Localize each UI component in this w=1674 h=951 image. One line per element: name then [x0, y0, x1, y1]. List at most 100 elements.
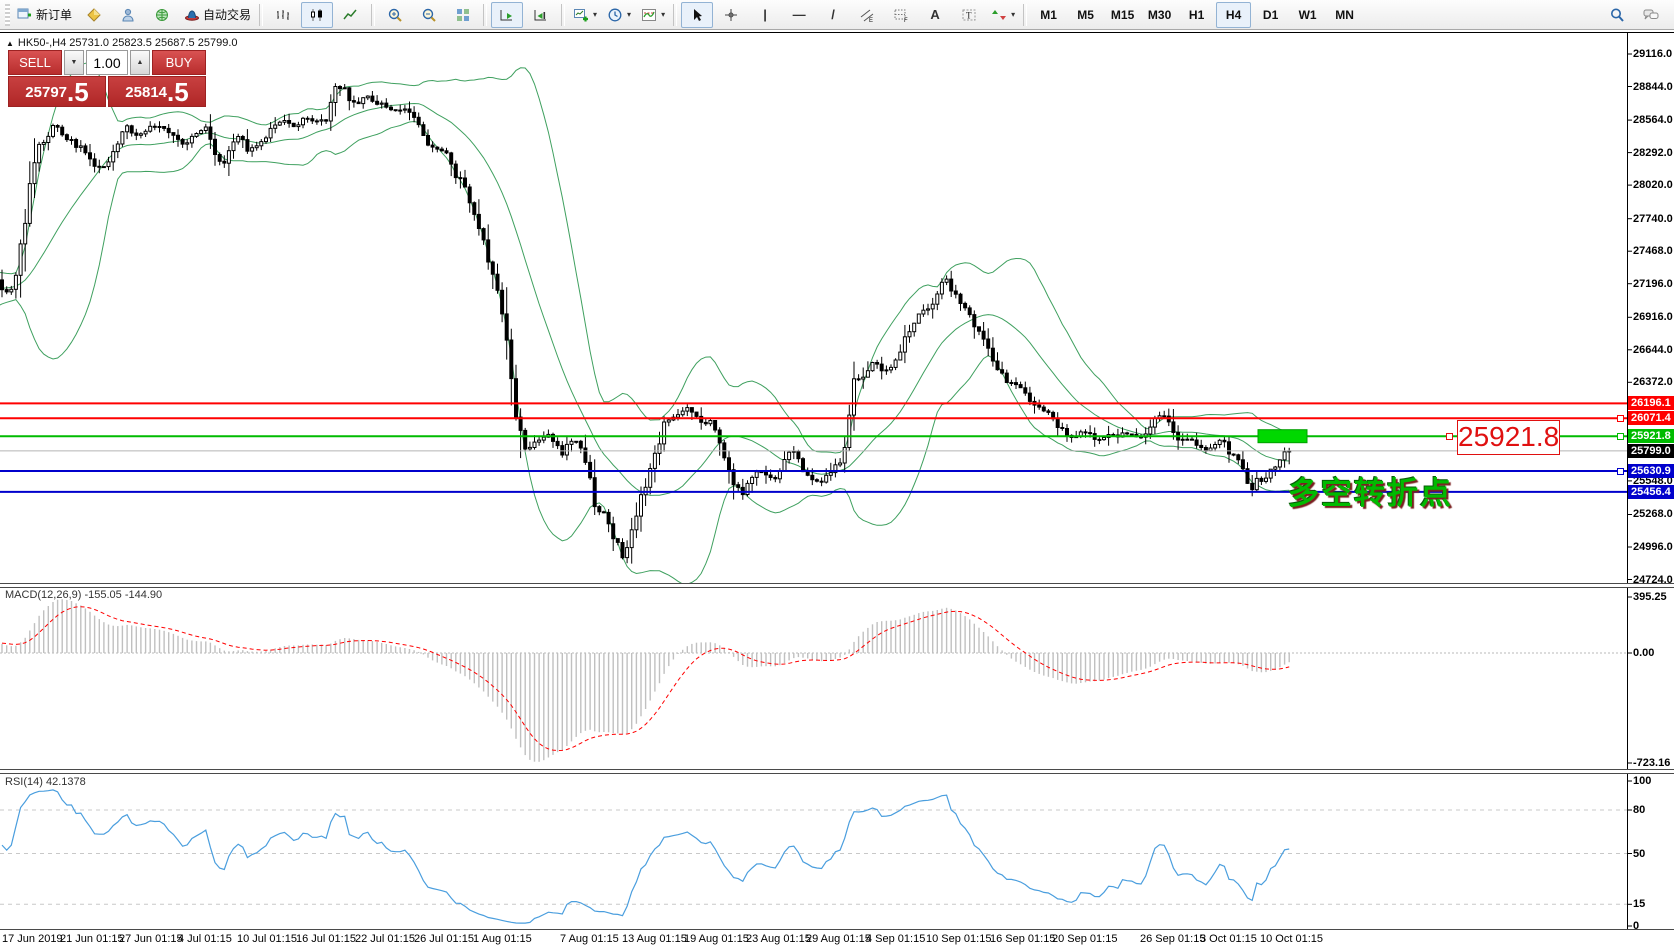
price-axis-label: 26916.0 — [1633, 311, 1673, 323]
text-button[interactable]: A — [919, 2, 951, 28]
timeframe-h1[interactable]: H1 — [1188, 7, 1205, 22]
timeframe-m5[interactable]: M5 — [1077, 7, 1094, 22]
crosshair-button[interactable] — [715, 2, 747, 28]
collapse-panel-icon[interactable]: ▲ — [6, 39, 14, 48]
line-handle[interactable] — [1617, 433, 1624, 440]
time-axis-label: 7 Aug 01:15 — [560, 933, 619, 945]
bar-chart-icon — [275, 7, 291, 23]
zoom-in-button[interactable] — [379, 2, 411, 28]
line-chart-icon — [343, 7, 359, 23]
price-level-badge: 25630.9 — [1628, 464, 1674, 478]
price-axis-label: 26644.0 — [1633, 344, 1673, 356]
sell-button[interactable]: SELL — [8, 50, 62, 75]
price-axis-label: 29116.0 — [1633, 48, 1673, 60]
toolbar-separator — [259, 3, 264, 26]
auto-scroll-button[interactable] — [491, 1, 524, 28]
time-axis-label: 1 Aug 01:15 — [473, 933, 532, 945]
one-click-trading-panel: SELL ▼ 1.00 ▲ BUY 25797 .5 25814 .5 — [8, 50, 206, 107]
time-axis-label: 16 Jul 01:15 — [296, 933, 356, 945]
price-axis-label: 26372.0 — [1633, 376, 1673, 388]
buy-price[interactable]: 25814 .5 — [108, 76, 206, 107]
candlestick-chart-button[interactable] — [301, 1, 334, 28]
price-level-badge: 25456.4 — [1628, 485, 1674, 499]
timeframe-mn[interactable]: MN — [1335, 7, 1354, 22]
new-chart-icon — [573, 7, 589, 23]
rsi-value: 42.1378 — [45, 776, 86, 788]
new-chart-button[interactable]: ▾ — [569, 2, 601, 28]
bar-chart-button[interactable] — [267, 2, 299, 28]
rsi-label: RSI(14) — [5, 776, 43, 788]
shapes-button[interactable]: ▾ — [987, 2, 1019, 28]
zoom-out-button[interactable] — [413, 2, 445, 28]
signals-button[interactable] — [146, 2, 178, 28]
volume-decrease-button[interactable]: ▼ — [64, 50, 84, 75]
line-handle[interactable] — [1617, 415, 1624, 422]
time-axis-label: 13 Aug 01:15 — [622, 933, 687, 945]
chat-button[interactable] — [1635, 2, 1667, 28]
timeframe-h4[interactable]: H4 — [1216, 1, 1252, 28]
auto-trading-button[interactable]: 自动交易 — [180, 2, 255, 28]
toolbar-grip[interactable] — [5, 3, 10, 26]
macd-label: MACD(12,26,9) — [5, 589, 82, 601]
toolbar-separator — [483, 3, 488, 26]
price-axis-label: 27468.0 — [1633, 245, 1673, 257]
sell-price[interactable]: 25797 .5 — [8, 76, 106, 107]
chevron-down-icon: ▾ — [1011, 10, 1016, 19]
trendline-button[interactable]: / — [817, 2, 849, 28]
vertical-line-icon: | — [763, 7, 767, 22]
time-axis-border — [0, 929, 1674, 930]
rsi-axis-label: 80 — [1633, 804, 1646, 816]
macd-values: -155.05 -144.90 — [84, 589, 163, 601]
fibonacci-button[interactable]: F — [885, 2, 917, 28]
timeframe-m30[interactable]: M30 — [1147, 7, 1172, 22]
crosshair-icon — [723, 7, 739, 23]
timeframe-m15[interactable]: M15 — [1110, 7, 1135, 22]
time-axis-label: 10 Jul 01:15 — [237, 933, 297, 945]
highlight-zone — [1257, 429, 1308, 444]
metaeditor-button[interactable] — [78, 2, 110, 28]
tile-windows-button[interactable] — [447, 2, 479, 28]
rsi-axis-label: 100 — [1633, 775, 1652, 787]
fibonacci-icon: F — [893, 7, 909, 23]
vertical-line-button[interactable]: | — [749, 2, 781, 28]
search-button[interactable] — [1601, 2, 1633, 28]
timeframe-w1[interactable]: W1 — [1298, 7, 1317, 22]
price-level-badge: 26196.1 — [1628, 396, 1674, 410]
toolbar-separator — [561, 3, 566, 26]
buy-price-frac: .5 — [167, 77, 189, 107]
timeframe-m1[interactable]: M1 — [1040, 7, 1057, 22]
rsi-axis-label: 0 — [1633, 920, 1640, 932]
time-axis-label: 29 Aug 01:15 — [806, 933, 871, 945]
volume-input[interactable]: 1.00 — [86, 50, 128, 75]
volume-increase-button[interactable]: ▲ — [130, 50, 150, 75]
indicators-button[interactable]: ▾ — [637, 2, 669, 28]
chart-shift-button[interactable] — [525, 2, 557, 28]
line-handle[interactable] — [1617, 468, 1624, 475]
metaeditor-icon — [86, 7, 102, 23]
line-chart-button[interactable] — [335, 2, 367, 28]
chinese-annotation[interactable]: 多空转折点 — [1288, 476, 1453, 511]
price-level-badge: 26071.4 — [1628, 411, 1674, 425]
rsi-panel-divider[interactable] — [0, 769, 1674, 774]
macd-header: MACD(12,26,9) -155.05 -144.90 — [5, 589, 162, 601]
text-label-button[interactable]: T — [953, 2, 985, 28]
candles — [0, 83, 1292, 564]
price-axis-label: 24724.0 — [1633, 574, 1673, 586]
new-order-button[interactable]: 新订单 — [13, 2, 76, 28]
svg-text:F: F — [904, 18, 908, 23]
callout-handle[interactable] — [1446, 433, 1453, 440]
sell-price-main: 25797 — [25, 84, 68, 101]
horizontal-line-button[interactable]: — — [783, 2, 815, 28]
trendline-icon: / — [831, 7, 835, 22]
community-button[interactable] — [112, 2, 144, 28]
periods-button[interactable]: ▾ — [603, 2, 635, 28]
macd-panel-divider[interactable] — [0, 583, 1674, 588]
buy-button[interactable]: BUY — [152, 50, 206, 75]
equidistant-channel-button[interactable]: E — [851, 2, 883, 28]
timeframe-d1[interactable]: D1 — [1262, 7, 1279, 22]
cursor-button[interactable] — [681, 1, 714, 28]
chevron-down-icon: ▾ — [593, 10, 598, 19]
price-callout[interactable]: 25921.8 — [1457, 420, 1560, 455]
